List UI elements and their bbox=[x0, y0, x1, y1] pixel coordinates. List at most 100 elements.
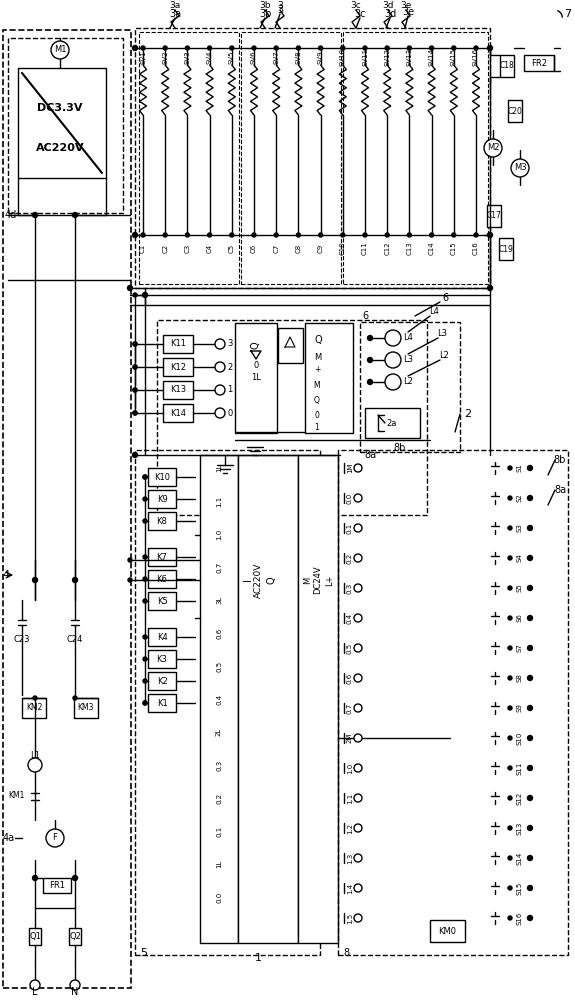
Text: SV4: SV4 bbox=[206, 50, 213, 64]
Circle shape bbox=[215, 385, 225, 395]
Circle shape bbox=[354, 914, 362, 922]
Circle shape bbox=[508, 796, 512, 800]
Text: Q2: Q2 bbox=[69, 932, 81, 940]
Text: S7: S7 bbox=[517, 644, 523, 652]
Text: 4: 4 bbox=[2, 570, 10, 580]
Circle shape bbox=[274, 46, 278, 50]
Text: 8a: 8a bbox=[554, 485, 566, 495]
Text: 4d: 4d bbox=[5, 210, 17, 220]
Text: SV15: SV15 bbox=[451, 48, 457, 66]
Circle shape bbox=[367, 358, 373, 362]
Circle shape bbox=[354, 734, 362, 742]
Circle shape bbox=[527, 736, 532, 740]
Circle shape bbox=[385, 374, 401, 390]
Text: SV7: SV7 bbox=[273, 50, 279, 64]
Circle shape bbox=[527, 466, 532, 471]
Bar bbox=[430, 920, 465, 942]
Bar bbox=[148, 512, 176, 530]
Circle shape bbox=[508, 856, 512, 860]
Text: 8: 8 bbox=[343, 948, 349, 958]
Circle shape bbox=[132, 452, 137, 458]
Circle shape bbox=[527, 796, 532, 800]
Bar bbox=[3, 30, 131, 988]
Bar bbox=[135, 450, 320, 955]
Circle shape bbox=[319, 46, 323, 50]
Bar bbox=[18, 68, 106, 178]
Text: L2: L2 bbox=[439, 352, 449, 360]
Bar bbox=[163, 404, 193, 422]
Text: C16: C16 bbox=[473, 241, 479, 255]
Circle shape bbox=[252, 233, 256, 237]
Bar bbox=[499, 238, 513, 260]
Bar bbox=[8, 38, 123, 213]
Circle shape bbox=[488, 232, 493, 237]
Text: C12: C12 bbox=[384, 241, 390, 255]
Bar bbox=[343, 32, 488, 284]
Circle shape bbox=[430, 233, 434, 237]
Circle shape bbox=[527, 826, 532, 830]
Text: 0.5: 0.5 bbox=[216, 660, 222, 672]
Circle shape bbox=[319, 233, 323, 237]
Text: Q1: Q1 bbox=[29, 932, 41, 940]
Text: 7: 7 bbox=[565, 9, 572, 19]
Circle shape bbox=[488, 286, 493, 290]
Circle shape bbox=[408, 46, 411, 50]
Text: C8: C8 bbox=[296, 243, 301, 253]
Text: K5: K5 bbox=[156, 596, 167, 605]
Text: 3e: 3e bbox=[402, 7, 414, 17]
Bar bbox=[148, 672, 176, 690]
Text: 2M: 2M bbox=[347, 733, 353, 743]
Circle shape bbox=[363, 233, 367, 237]
Text: 0.0: 0.0 bbox=[347, 492, 353, 504]
Circle shape bbox=[527, 706, 532, 710]
Text: Q: Q bbox=[314, 335, 322, 345]
Circle shape bbox=[474, 46, 478, 50]
Bar bbox=[139, 32, 239, 284]
Circle shape bbox=[354, 494, 362, 502]
Circle shape bbox=[527, 916, 532, 920]
Circle shape bbox=[527, 585, 532, 590]
Text: 1.0: 1.0 bbox=[216, 528, 222, 540]
Text: 0.4: 0.4 bbox=[216, 693, 222, 705]
Text: 3a: 3a bbox=[170, 1, 181, 10]
Text: 1: 1 bbox=[255, 953, 262, 963]
Circle shape bbox=[363, 46, 367, 50]
Text: C14: C14 bbox=[428, 241, 435, 255]
Text: C11: C11 bbox=[362, 241, 368, 255]
Circle shape bbox=[141, 233, 145, 237]
Text: S5: S5 bbox=[517, 584, 523, 592]
Circle shape bbox=[133, 293, 137, 297]
Text: S14: S14 bbox=[517, 851, 523, 865]
Circle shape bbox=[408, 233, 411, 237]
Text: L3: L3 bbox=[403, 356, 413, 364]
Text: 1.1: 1.1 bbox=[216, 495, 222, 507]
Text: F: F bbox=[52, 834, 58, 842]
Bar bbox=[43, 878, 71, 893]
Text: L4: L4 bbox=[429, 308, 439, 316]
Text: K10: K10 bbox=[154, 473, 170, 482]
Text: M1: M1 bbox=[53, 45, 66, 54]
Circle shape bbox=[133, 342, 137, 346]
Circle shape bbox=[143, 497, 147, 501]
Circle shape bbox=[354, 794, 362, 802]
Text: 0.6: 0.6 bbox=[347, 672, 353, 684]
Circle shape bbox=[143, 475, 147, 479]
Text: FR2: FR2 bbox=[531, 58, 547, 68]
Text: K12: K12 bbox=[170, 362, 186, 371]
Text: SV10: SV10 bbox=[340, 48, 346, 66]
Circle shape bbox=[132, 232, 137, 237]
Bar bbox=[163, 381, 193, 399]
Bar bbox=[135, 28, 490, 288]
Circle shape bbox=[527, 615, 532, 620]
Text: S3: S3 bbox=[517, 524, 523, 532]
Bar bbox=[338, 450, 568, 955]
Text: C5: C5 bbox=[229, 243, 235, 253]
Text: M: M bbox=[304, 576, 312, 584]
Bar bbox=[29, 928, 41, 945]
Circle shape bbox=[385, 352, 401, 368]
Circle shape bbox=[70, 980, 80, 990]
Circle shape bbox=[185, 233, 189, 237]
Circle shape bbox=[527, 856, 532, 860]
Circle shape bbox=[296, 233, 300, 237]
Text: C10: C10 bbox=[340, 241, 346, 255]
